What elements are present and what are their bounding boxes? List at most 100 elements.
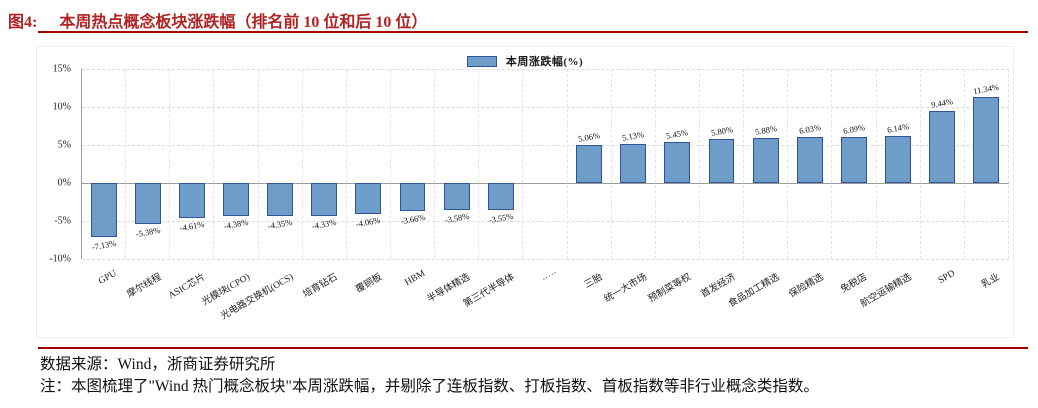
category-slot: 11.34% 乳业 <box>965 69 1009 291</box>
h-gridline <box>82 69 1009 70</box>
bar <box>796 137 823 183</box>
bar-value-label: -3.66% <box>399 211 426 226</box>
chart-legend: 本周涨跌幅(%) <box>37 54 1013 68</box>
chart-frame: 本周涨跌幅(%) 15% 10% 5% 0% -5% -10% -7.13% GPU -5.3… <box>36 46 1014 338</box>
y-tick-label: 5% <box>57 139 71 151</box>
bar-value-label: -4.33% <box>311 216 338 231</box>
figure-label: 图4: <box>8 14 38 31</box>
category-slot: -3.58% 半导体精选 <box>426 69 480 305</box>
bar <box>664 141 691 183</box>
category-slot: 5.88% 食品加工精选 <box>727 69 789 310</box>
bar-value-label: -3.58% <box>443 211 470 226</box>
h-gridline <box>82 221 1009 222</box>
bar-value-label: 6.09% <box>842 121 866 136</box>
bar-value-label: 11.34% <box>972 81 1000 96</box>
bar <box>620 144 647 183</box>
bar-value-label: 5.45% <box>665 126 690 141</box>
data-source-text: 数据来源：Wind，浙商证券研究所 <box>40 356 276 373</box>
category-slot: -3.66% HBM <box>391 69 436 288</box>
bar-value-label: 6.03% <box>798 122 822 137</box>
category-slot: 5.45% 预制菜等权 <box>647 69 700 305</box>
bar-value-label: 5.88% <box>753 123 778 138</box>
category-slot: -4.38% 光模块(CPO) <box>200 69 259 308</box>
bar <box>178 183 205 219</box>
bar-value-label: -4.61% <box>178 218 205 234</box>
h-gridline <box>82 145 1009 146</box>
category-label: 乳业 <box>980 272 1002 291</box>
bar-value-label: 5.13% <box>621 129 645 143</box>
category-label: 保险精选 <box>787 272 826 301</box>
category-label: 三胎 <box>583 272 605 291</box>
footer-divider <box>38 347 1028 349</box>
bar-value-label: -5.38% <box>134 224 161 239</box>
y-tick-label: -5% <box>54 215 71 227</box>
category-slot: -5.38% 摩尔线程 <box>125 69 171 300</box>
bar <box>752 138 779 183</box>
category-slot: -4.06% 覆铜板 <box>347 69 391 295</box>
figure-title-row: 图4: 本周热点概念板块涨跌幅（排名前 10 位和后 10 位） <box>8 8 427 32</box>
bar <box>443 183 470 211</box>
bar-value-label: -7.13% <box>90 238 117 253</box>
category-slot: -3.55% 第三代半导体 <box>462 69 524 310</box>
category-separator: ····· <box>540 268 560 286</box>
category-label: 免税店 <box>839 272 870 296</box>
h-gridline <box>82 107 1009 108</box>
category-label: 统一大市场 <box>602 272 649 305</box>
bar <box>267 183 294 217</box>
slots: -7.13% GPU -5.38% 摩尔线程 -4.61% ASIC芯片 -4.38% 光模块… <box>82 69 1009 322</box>
bar-value-label: -4.38% <box>222 217 250 232</box>
zero-axis-line <box>82 183 1009 184</box>
note-text: 注：本图梳理了"Wind 热门概念板块"本周涨跌幅，并剔除了连板指数、打板指数、… <box>40 378 819 395</box>
plot-area: 15% 10% 5% 0% -5% -10% -7.13% GPU -5.38% 摩尔线程 -4.… <box>49 64 1009 322</box>
bar <box>223 183 249 217</box>
category-slot: 9.44% SPD <box>921 69 965 286</box>
y-tick-label: -10% <box>49 253 71 265</box>
figure-title: 本周热点概念板块涨跌幅（排名前 10 位和后 10 位） <box>59 14 428 31</box>
bar <box>708 138 735 183</box>
category-label: 培育钻石 <box>301 272 340 301</box>
category-label: GPU <box>96 268 119 287</box>
category-slot: ····· <box>523 69 568 285</box>
bar <box>311 183 338 216</box>
title-underline <box>38 31 1028 33</box>
bar <box>134 183 161 224</box>
bar <box>487 183 514 210</box>
bar <box>576 144 603 183</box>
category-slot: -4.35% 光电路交换机(OCS) <box>220 69 303 322</box>
category-slot: -4.33% 培育钻石 <box>302 69 347 300</box>
bar <box>841 136 867 183</box>
bar-value-label: 5.06% <box>577 129 601 144</box>
category-slot: -4.61% ASIC芯片 <box>167 69 215 301</box>
bar-value-label: 9.44% <box>930 96 954 111</box>
bar-value-label: -4.06% <box>355 214 382 229</box>
category-slot: 5.80% 首发经济 <box>699 69 745 300</box>
bar <box>399 183 426 211</box>
category-label: 摩尔线程 <box>125 272 164 301</box>
bar <box>90 183 117 238</box>
y-axis: 15% 10% 5% 0% -5% -10% <box>38 64 76 265</box>
h-gridline <box>82 259 1009 260</box>
category-label: 覆铜板 <box>354 272 384 296</box>
y-tick-label: 10% <box>52 101 71 113</box>
category-label: HBM <box>403 268 428 289</box>
category-label: SPD <box>936 268 957 287</box>
y-tick-label: 0% <box>57 177 71 189</box>
bar-value-label: -4.35% <box>267 216 294 232</box>
y-tick-label: 15% <box>52 63 71 75</box>
bar <box>355 183 382 214</box>
bar <box>929 111 956 183</box>
category-slot: 6.03% 保险精选 <box>787 69 833 300</box>
bar <box>885 136 912 183</box>
category-slot: 5.13% 统一大市场 <box>603 69 656 305</box>
category-label: 预制菜等权 <box>646 272 693 305</box>
bar <box>973 96 1000 183</box>
category-slot: 5.06% 三胎 <box>568 69 612 291</box>
bar-value-label: -3.55% <box>487 210 514 226</box>
bar-value-label: 6.14% <box>886 121 910 136</box>
legend-swatch <box>466 55 497 67</box>
category-slot: 6.09% 免税店 <box>832 69 877 295</box>
bar-value-label: 5.80% <box>709 124 734 138</box>
legend-label: 本周涨跌幅(%) <box>505 56 584 68</box>
category-slot: -7.13% GPU <box>82 69 127 287</box>
category-slot: 6.14% 航空运输精选 <box>859 69 921 310</box>
